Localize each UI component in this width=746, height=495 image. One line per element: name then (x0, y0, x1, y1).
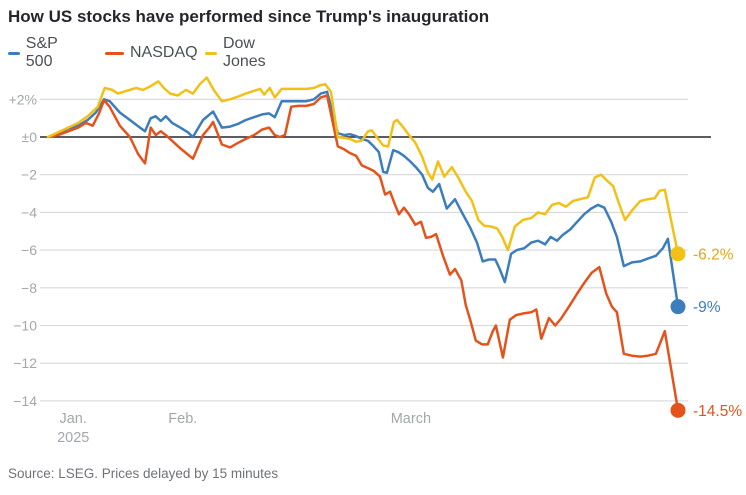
series-lines (46, 76, 680, 412)
series-line-sp500 (46, 90, 680, 308)
y-tick-label: −14 (13, 393, 37, 409)
y-tick-label: ±0 (22, 129, 38, 145)
x-axis-labels: Jan. 2025 Feb. March (57, 411, 431, 446)
page-title: How US stocks have performed since Trump… (8, 7, 490, 26)
series-line-dow (46, 76, 680, 256)
x-tick-sublabel: 2025 (57, 430, 89, 446)
source-note: Source: LSEG. Prices delayed by 15 minut… (8, 466, 279, 481)
legend-item-sp500: S&P 500 (8, 35, 65, 70)
end-dot-dow (670, 246, 686, 262)
x-tick-label: Feb. (168, 411, 197, 427)
series-line-nasdaq (46, 94, 680, 412)
x-tick-label: March (391, 411, 431, 427)
legend-label: S&P 500 (25, 35, 58, 70)
y-tick-label: −6 (21, 242, 37, 258)
nasdaq-line-swatch-icon (105, 51, 124, 55)
x-tick-label: Jan. (59, 411, 86, 427)
legend-label: NASDAQ (130, 44, 198, 61)
y-axis-labels: +2% ±0 −2 −4 −6 −8 −10 −12 −14 (9, 91, 38, 409)
legend-item-dow: Dow Jones (205, 35, 273, 70)
end-value-label-sp500: -9% (693, 299, 721, 316)
legend-item-nasdaq: NASDAQ (105, 43, 198, 63)
y-tick-label: −2 (21, 167, 37, 183)
series-end-labels: -9% -14.5% -6.2% (693, 246, 742, 419)
y-tick-label: −10 (13, 318, 37, 334)
end-value-label-dow: -6.2% (693, 246, 734, 263)
sp500-line-swatch-icon (8, 51, 20, 55)
y-tick-label: +2% (9, 91, 37, 107)
series-end-dots (670, 246, 686, 418)
end-value-label-nasdaq: -14.5% (693, 403, 742, 420)
y-tick-label: −8 (21, 280, 37, 296)
y-tick-label: −12 (13, 355, 37, 371)
end-dot-sp500 (670, 299, 686, 315)
gridlines (40, 98, 711, 402)
dow-line-swatch-icon (205, 51, 217, 55)
end-dot-nasdaq (670, 402, 686, 418)
legend-label: Dow Jones (222, 35, 266, 70)
y-tick-label: −4 (21, 204, 37, 220)
